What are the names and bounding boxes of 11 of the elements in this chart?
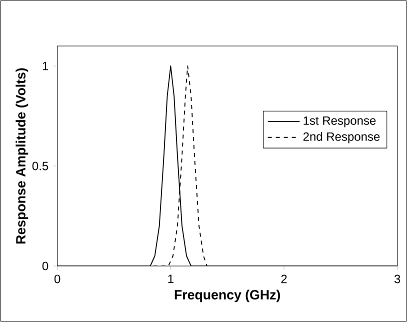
x-tick-label: 2 (281, 274, 287, 284)
y-tick-label: 0 (42, 262, 48, 270)
x-tick-label: 0 (54, 274, 60, 284)
y-axis-title: Response Amplitude (Volts) (16, 68, 28, 244)
legend-label: 2nd Response (303, 132, 380, 144)
y-tick-label: 0.5 (32, 162, 48, 170)
x-axis-title: Frequency (GHz) (174, 290, 280, 302)
x-tick-label: 3 (394, 274, 400, 284)
y-tick-label: 1 (42, 62, 48, 70)
legend-label: 1st Response (304, 116, 376, 128)
x-tick-label: 1 (168, 274, 174, 283)
